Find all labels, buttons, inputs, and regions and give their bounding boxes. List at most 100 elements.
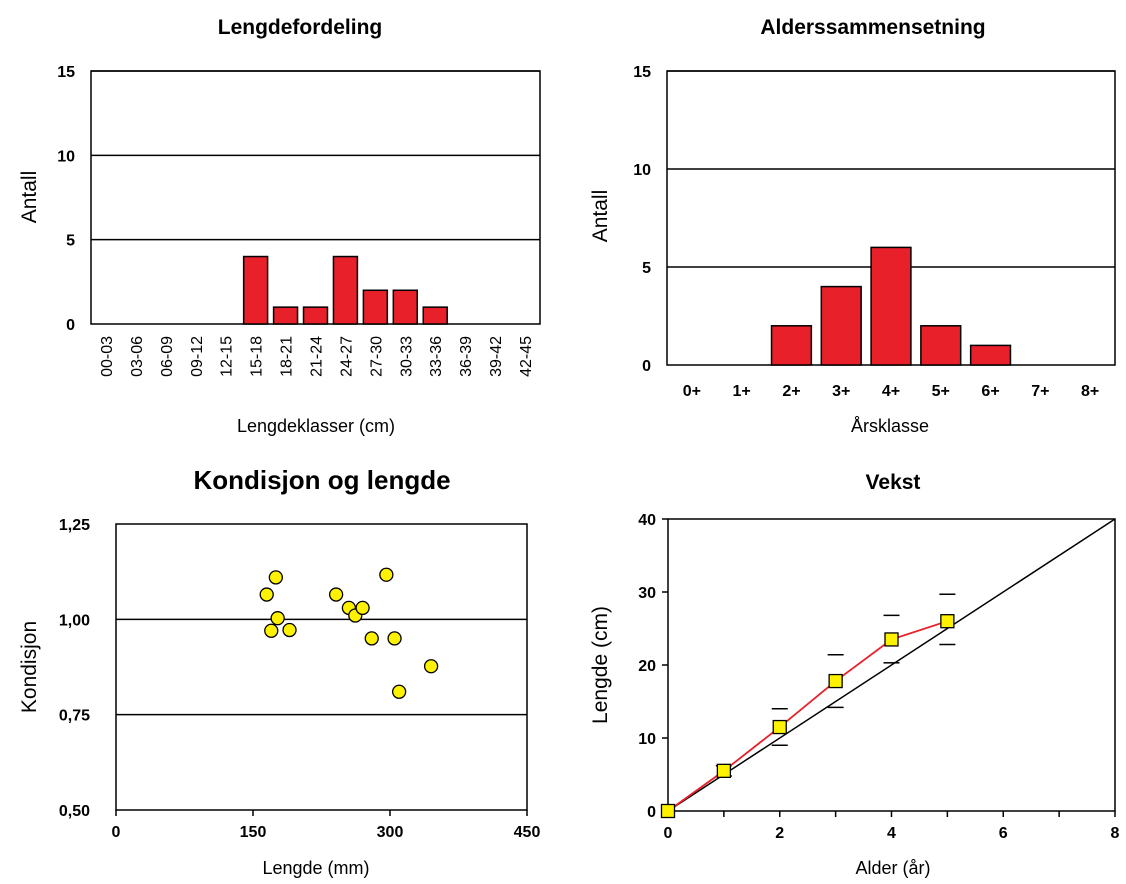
x-tick-label: 150 <box>240 824 267 841</box>
data-point <box>379 567 394 582</box>
y-tick-label: 10 <box>638 731 656 748</box>
y-tick-label: 15 <box>633 64 651 81</box>
bar <box>870 246 912 366</box>
y-tick-label: 0 <box>647 804 656 821</box>
chart-title: Lengdefordeling <box>218 16 383 39</box>
bar <box>920 325 962 366</box>
y-axis-label: Antall <box>18 171 41 224</box>
data-point <box>391 684 407 699</box>
x-tick-label: 24-27 <box>338 336 355 377</box>
x-tick-label: 00-03 <box>99 336 116 377</box>
y-tick-label: 0,75 <box>59 708 90 725</box>
y-tick-label: 10 <box>57 148 75 165</box>
y-tick-label: 30 <box>638 585 656 602</box>
y-axis-label: Kondisjon <box>18 621 41 713</box>
chart-title: Alderssammensetning <box>760 16 985 39</box>
data-point <box>259 587 274 602</box>
x-tick-label: 03-06 <box>129 336 146 377</box>
x-tick-label: 2 <box>775 825 784 842</box>
x-tick-label: 39-42 <box>488 336 505 377</box>
x-axis-label: Årsklasse <box>851 416 929 436</box>
y-tick-label: 40 <box>638 512 656 529</box>
y-tick-label: 0 <box>642 358 651 375</box>
chart-title: Vekst <box>866 471 921 494</box>
x-tick-label: 0+ <box>683 383 701 400</box>
chart-title: Kondisjon og lengde <box>193 465 450 495</box>
x-tick-label: 09-12 <box>189 336 206 377</box>
x-tick-label: 6 <box>999 825 1008 842</box>
x-tick-label: 06-09 <box>159 336 176 377</box>
data-point <box>828 673 843 689</box>
y-axis-label: Antall <box>589 190 612 243</box>
data-point <box>772 719 787 735</box>
x-tick-label: 18-21 <box>279 336 296 377</box>
x-tick-label: 7+ <box>1031 383 1049 400</box>
x-tick-label: 8 <box>1111 825 1120 842</box>
data-point <box>355 600 370 616</box>
bar <box>770 325 813 366</box>
x-tick-label: 42-45 <box>518 336 535 377</box>
y-axis-label: Lengde (cm) <box>589 606 612 724</box>
bar <box>332 255 359 325</box>
x-tick-label: 30-33 <box>398 336 415 377</box>
x-tick-label: 4 <box>887 825 896 842</box>
data-point <box>716 763 732 778</box>
reference-line <box>667 518 1116 812</box>
data-point <box>328 587 344 602</box>
bar <box>820 285 862 366</box>
x-tick-label: 0 <box>664 825 673 842</box>
data-point <box>270 611 285 626</box>
data-point <box>364 631 379 646</box>
y-tick-label: 15 <box>57 64 75 81</box>
plot-frame <box>90 70 541 325</box>
age-composition-chart: Alderssammensetning Antall Årsklasse 0 5 1… <box>589 16 1116 436</box>
x-tick-label: 15-18 <box>249 336 266 377</box>
y-tick-label: 1,25 <box>59 517 90 534</box>
data-point <box>282 622 297 638</box>
x-tick-label: 36-39 <box>458 336 475 377</box>
bar <box>969 344 1012 366</box>
x-tick-label: 0 <box>112 824 121 841</box>
x-tick-label: 12-15 <box>219 336 236 377</box>
data-point <box>268 570 283 585</box>
condition-length-chart: Kondisjon og lengde Kondisjon Lengde (mm… <box>18 465 540 878</box>
x-tick-label: 1+ <box>733 383 751 400</box>
x-tick-label: 6+ <box>981 383 999 400</box>
x-tick-label: 21-24 <box>309 336 326 377</box>
data-point <box>264 623 279 638</box>
bar <box>242 255 269 325</box>
y-tick-label: 5 <box>66 233 75 250</box>
bar <box>362 289 389 325</box>
x-tick-label: 300 <box>377 824 404 841</box>
x-tick-label: 5+ <box>932 383 950 400</box>
x-tick-label: 8+ <box>1081 383 1099 400</box>
length-distribution-chart: Lengdefordeling Antall Lengdeklasser (cm… <box>18 16 541 436</box>
y-tick-label: 5 <box>642 260 651 277</box>
x-axis-label: Lengdeklasser (cm) <box>237 416 395 436</box>
bar <box>392 289 419 325</box>
bar <box>422 306 448 325</box>
x-axis-label: Alder (år) <box>855 858 930 878</box>
x-tick-label: 3+ <box>832 383 850 400</box>
y-tick-label: 10 <box>633 162 651 179</box>
bar <box>272 306 299 325</box>
data-point <box>423 659 439 674</box>
x-tick-label: 4+ <box>882 383 900 400</box>
y-tick-label: 20 <box>638 658 656 675</box>
data-point <box>387 631 402 646</box>
data-point <box>660 803 676 819</box>
data-point <box>940 614 955 629</box>
y-tick-label: 0 <box>66 317 75 334</box>
x-tick-label: 2+ <box>782 383 800 400</box>
plot-frame <box>115 523 528 811</box>
x-tick-label: 450 <box>514 824 541 841</box>
x-tick-label: 27-30 <box>368 336 385 377</box>
data-point <box>884 632 899 647</box>
x-tick-label: 33-36 <box>428 336 445 377</box>
growth-series-line <box>667 620 948 812</box>
y-tick-label: 1,00 <box>59 612 90 629</box>
x-axis-label: Lengde (mm) <box>262 858 369 878</box>
growth-chart: Vekst Lengde (cm) Alder (år) 0 10 20 30 40 0 2… <box>589 471 1120 878</box>
y-tick-label: 0,50 <box>59 803 90 820</box>
